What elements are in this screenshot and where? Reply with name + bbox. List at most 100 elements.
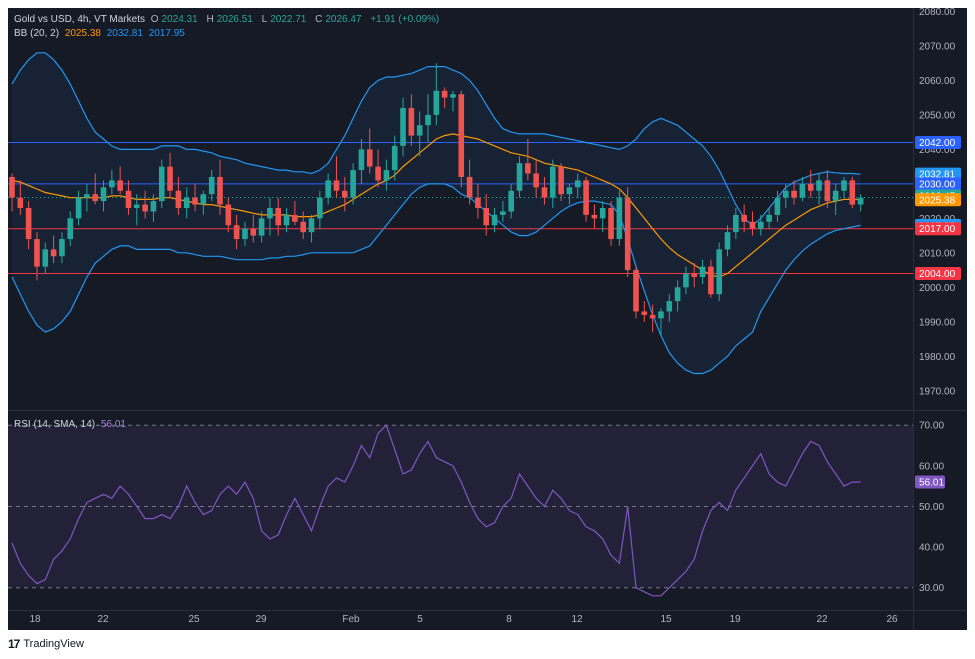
price-tick-label: 2040.00 (919, 145, 956, 156)
candle-body (491, 214, 498, 226)
price-tick-label: 2000.00 (919, 283, 956, 294)
high-value: 2026.51 (216, 14, 253, 25)
bb-fill (12, 52, 861, 374)
footer: 17 TradingView (8, 636, 84, 652)
candle-body (550, 166, 556, 198)
tradingview-brand: TradingView (23, 638, 84, 650)
candle-body (716, 249, 722, 295)
candle-body (283, 214, 290, 226)
close-label: C (315, 14, 323, 25)
candle-body (275, 208, 282, 226)
time-tick-label: 22 (97, 614, 109, 625)
candle-body (242, 228, 248, 240)
candle-body (533, 173, 539, 188)
time-tick-label: 29 (255, 614, 267, 625)
high-label: H (206, 14, 214, 25)
price-tick-label: 2080.00 (919, 8, 956, 18)
candle-body (749, 221, 756, 229)
candle-body (217, 176, 223, 205)
symbol-legend: Gold vs USD, 4h, VT Markets O 2024.31 H 20… (14, 14, 442, 26)
candle-body (383, 170, 390, 181)
candle-body (109, 180, 115, 188)
price-tick-label: 2010.00 (919, 248, 956, 259)
symbol-title[interactable]: Gold vs USD, 4h, VT Markets (14, 14, 145, 25)
candle-body (599, 208, 606, 219)
candle-body (300, 221, 306, 233)
candle-body (608, 208, 614, 240)
candle-body (158, 166, 165, 202)
candle-body (758, 221, 764, 229)
candle-body (42, 249, 49, 267)
candle-body (433, 90, 440, 115)
candle-body (766, 214, 772, 222)
price-tick-label: 1980.00 (919, 352, 956, 363)
candle-body (175, 190, 182, 208)
candle-body (708, 266, 714, 295)
candle-body (75, 197, 82, 219)
price-badge (915, 222, 961, 236)
price-badge-label: 2042.00 (919, 138, 956, 149)
candle-body (741, 214, 747, 222)
candle-body (616, 197, 623, 240)
time-tick-label: 25 (188, 614, 200, 625)
rsi-label: RSI (14, SMA, 14) (14, 419, 96, 430)
candle-body (441, 90, 448, 98)
price-badge-label: 2030.00 (919, 179, 956, 190)
candle-body (350, 170, 356, 198)
candle-body (9, 176, 15, 198)
price-badge (915, 177, 961, 191)
candle-body (400, 108, 406, 146)
rsi-legend[interactable]: RSI (14, SMA, 14) 56.01 (14, 419, 129, 431)
candle-body (142, 204, 148, 212)
price-badge-label: 2017.00 (919, 224, 956, 235)
candle-body (225, 204, 232, 226)
candle-body (50, 249, 57, 257)
candle-body (192, 197, 198, 205)
price-tick-label: 2060.00 (919, 76, 956, 87)
change-value: +1.91 (+0.09%) (370, 14, 440, 25)
open-label: O (150, 14, 159, 25)
candle-body (641, 311, 648, 315)
candle-body (200, 194, 207, 205)
candle-body (774, 197, 781, 215)
rsi-badge (915, 475, 945, 489)
candle-body (475, 197, 481, 208)
candle-body (267, 208, 273, 219)
candle-body (425, 114, 431, 126)
candle-body (566, 187, 573, 195)
candle-body (525, 163, 531, 174)
candle-body (799, 183, 806, 198)
price-tick-label: 1990.00 (919, 317, 956, 328)
time-tick-label: 5 (417, 614, 423, 625)
candle-body (841, 180, 847, 191)
candle-body (358, 149, 365, 171)
time-tick-label: 8 (506, 614, 512, 625)
rsi-tick-label: 60.00 (919, 461, 944, 472)
time-tick-label: Feb (342, 614, 360, 625)
candle-body (233, 225, 240, 240)
candle-body (458, 94, 465, 177)
close-value: 2026.47 (325, 14, 362, 25)
candle-body (59, 239, 65, 257)
candle-body (500, 211, 506, 215)
chart-canvas[interactable]: 1970.001980.001990.002000.002010.002020.… (8, 8, 967, 630)
candle-body (333, 180, 340, 191)
price-badge-label: 2004.00 (919, 269, 956, 280)
candle-body (558, 166, 564, 195)
candle-body (624, 197, 631, 271)
candle-body (791, 190, 797, 198)
candle-body (342, 190, 348, 198)
candle-body (816, 180, 822, 191)
low-value: 2022.71 (270, 14, 307, 25)
time-tick-label: 22 (816, 614, 828, 625)
price-tick-label: 2050.00 (919, 110, 956, 121)
candle-body (150, 201, 157, 212)
candle-body (466, 176, 473, 198)
bb-legend[interactable]: BB (20, 2) 2025.38 2032.81 2017.95 (14, 28, 188, 40)
rsi-tick-label: 70.00 (919, 421, 944, 432)
candle-body (699, 266, 706, 277)
price-tick-label: 2070.00 (919, 41, 956, 52)
candle-body (733, 214, 739, 233)
candle-body (183, 197, 190, 208)
chart-frame[interactable]: 1970.001980.001990.002000.002010.002020.… (8, 8, 967, 630)
